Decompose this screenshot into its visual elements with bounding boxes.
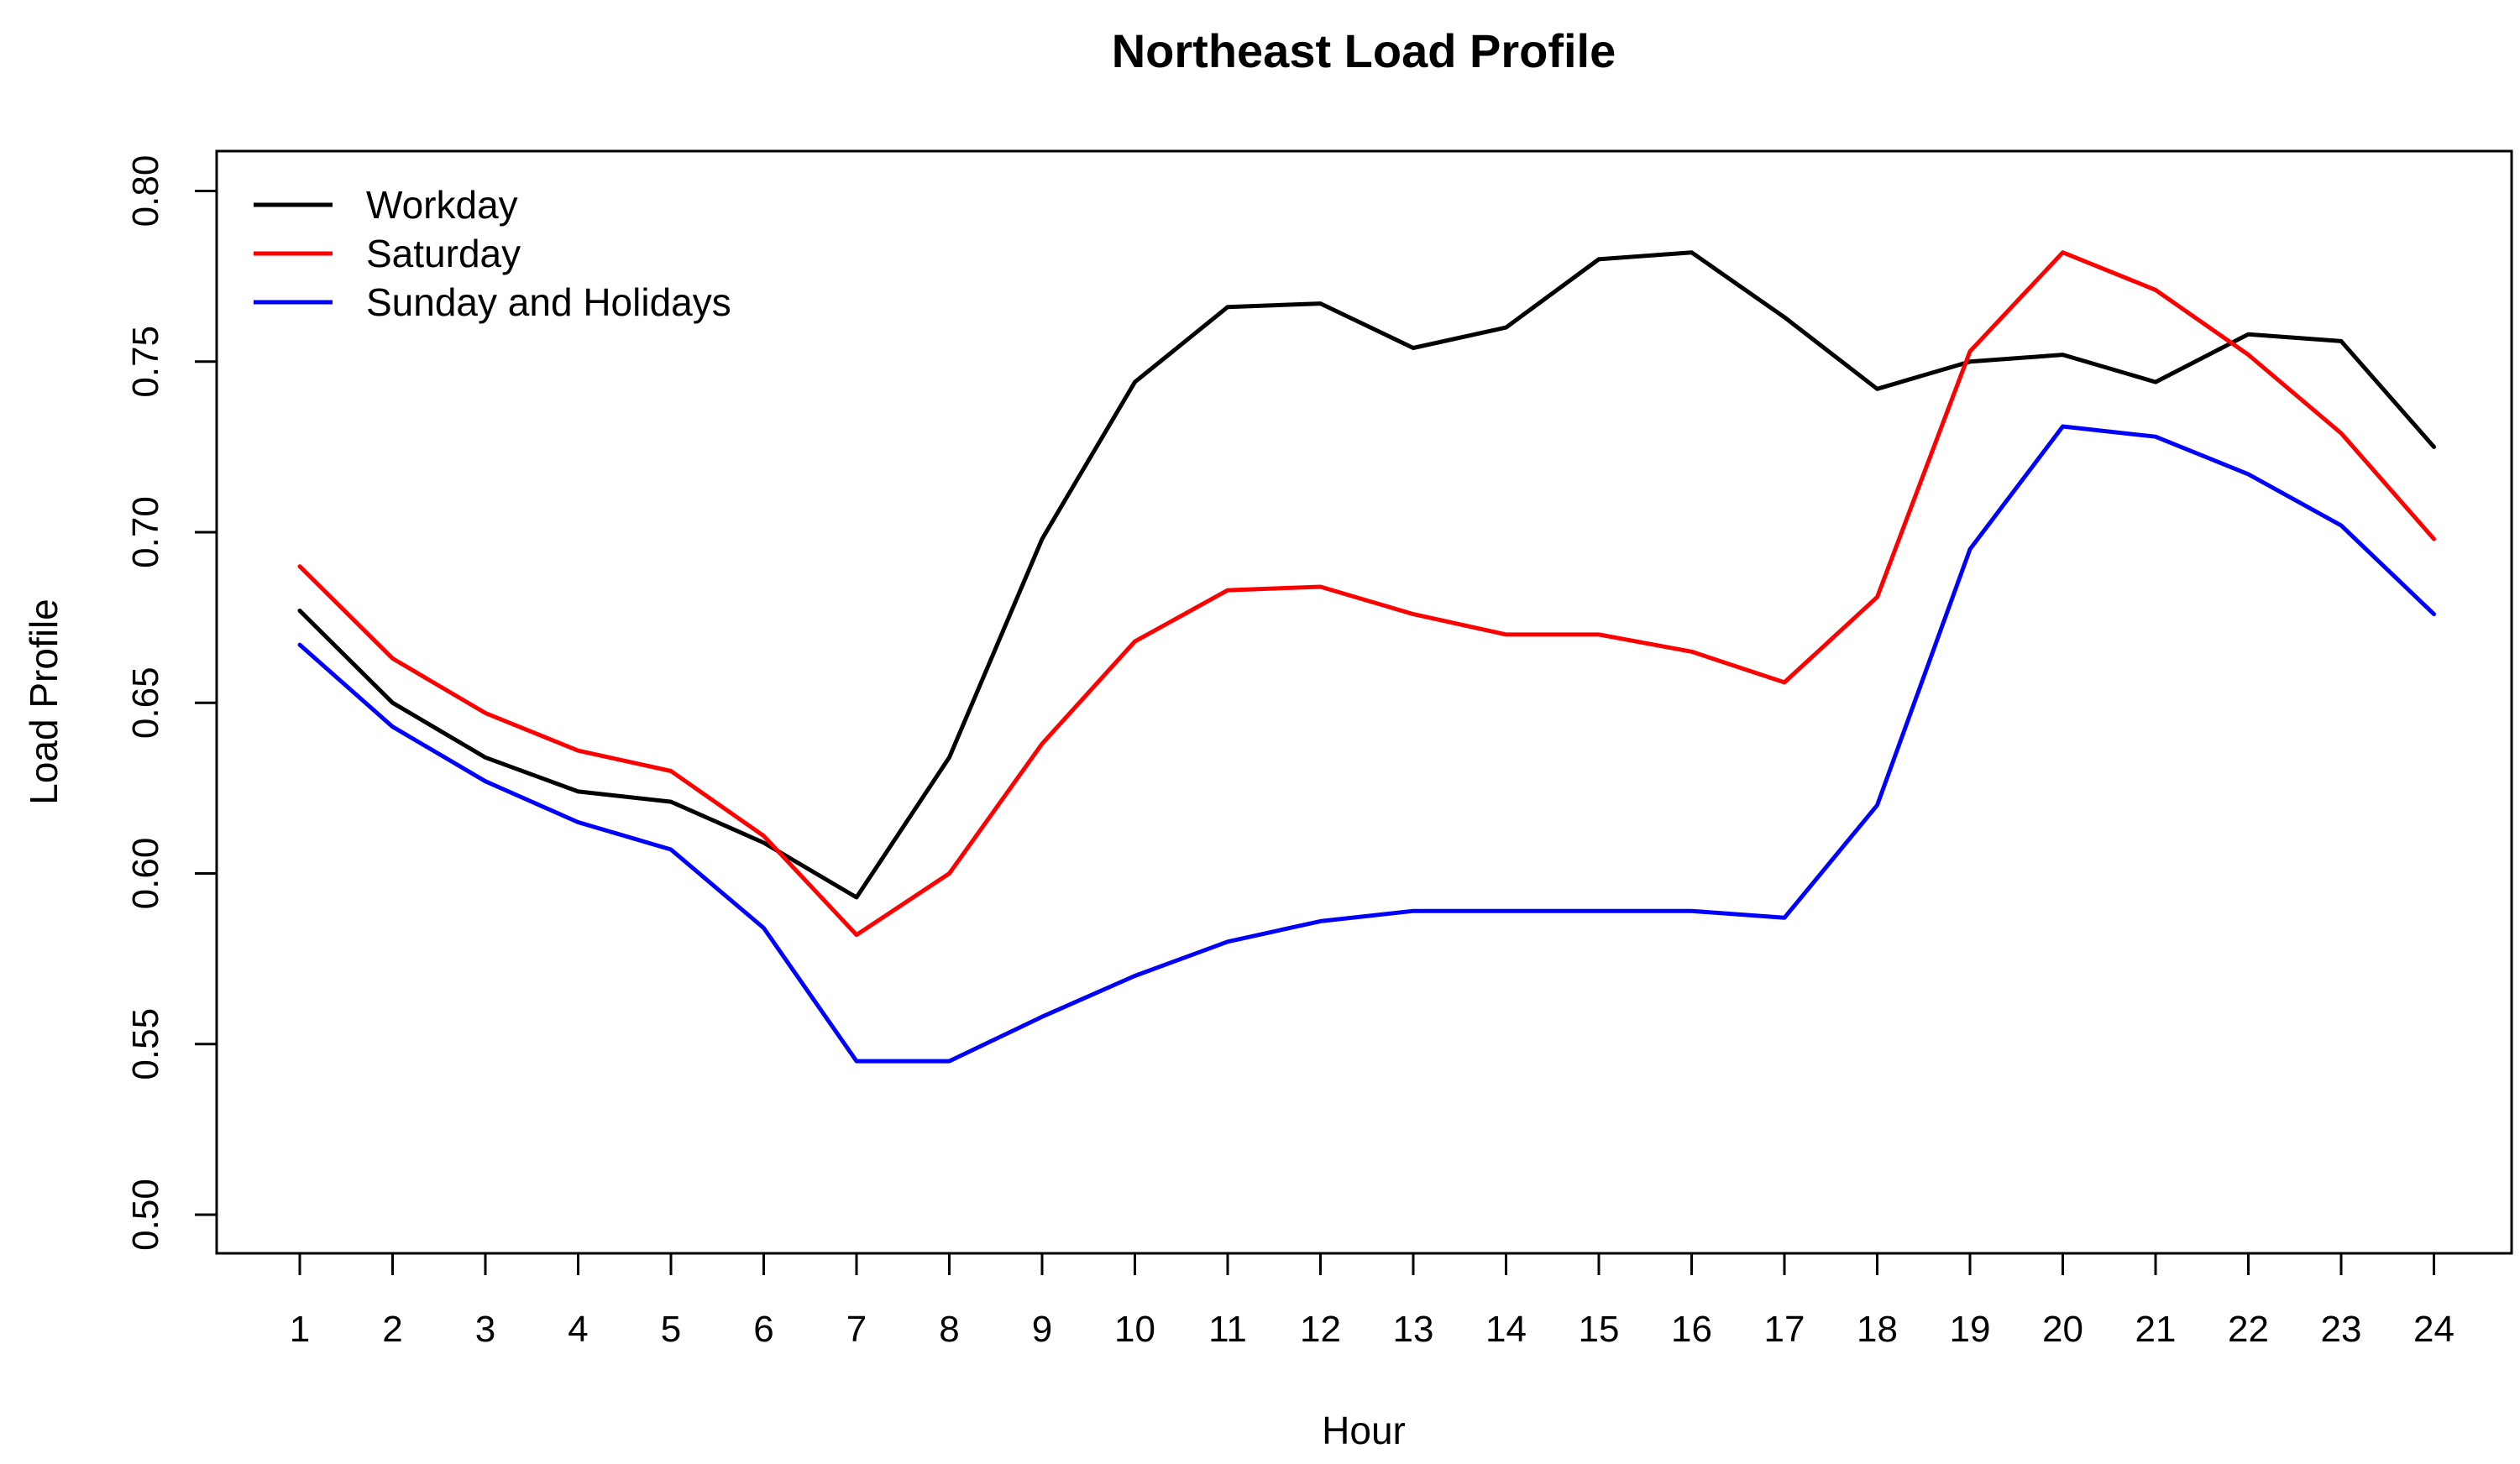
x-tick-label: 13 [1393, 1309, 1434, 1350]
x-tick-label: 19 [1950, 1309, 1991, 1350]
x-tick-label: 17 [1764, 1309, 1805, 1350]
x-tick-label: 21 [2135, 1309, 2177, 1350]
y-tick-label: 0.60 [125, 838, 166, 910]
legend-label-workday: Workday [366, 183, 518, 227]
x-tick-label: 1 [290, 1309, 310, 1350]
chart-title: Northeast Load Profile [1112, 24, 1616, 77]
x-tick-label: 22 [2228, 1309, 2269, 1350]
series-layer [297, 250, 2436, 1064]
x-tick-label: 6 [753, 1309, 773, 1350]
x-tick-label: 9 [1032, 1309, 1052, 1350]
x-tick-label: 3 [475, 1309, 495, 1350]
y-tick-label: 0.50 [125, 1179, 166, 1251]
x-tick-label: 23 [2321, 1309, 2362, 1350]
x-tick-label: 24 [2413, 1309, 2455, 1350]
x-axis: 1 2 3 4 5 6 7 8 9 10 11 12 13 14 15 16 17 18 19 20 21 22 23 24 [290, 1253, 2455, 1350]
legend-label-saturday: Saturday [366, 232, 521, 275]
x-tick-label: 18 [1857, 1309, 1898, 1350]
x-tick-label: 20 [2042, 1309, 2083, 1350]
series-line-workday [297, 250, 2436, 900]
x-tick-label: 2 [382, 1309, 402, 1350]
x-axis-label: Hour [1322, 1409, 1406, 1452]
y-tick-label: 0.65 [125, 667, 166, 739]
x-tick-label: 12 [1300, 1309, 1341, 1350]
x-tick-label: 15 [1579, 1309, 1620, 1350]
legend-label-sunday-and-holidays: Sunday and Holidays [366, 280, 731, 324]
x-tick-label: 11 [1208, 1309, 1247, 1350]
y-tick-label: 0.75 [125, 326, 166, 398]
x-tick-label: 7 [846, 1309, 867, 1350]
y-axis-label: Load Profile [22, 599, 65, 805]
y-tick-label: 0.70 [125, 496, 166, 568]
x-tick-label: 5 [661, 1309, 681, 1350]
x-tick-label: 8 [939, 1309, 959, 1350]
y-tick-label: 0.55 [125, 1008, 166, 1080]
y-axis: 0.50 0.55 0.60 0.65 0.70 0.75 0.80 [125, 155, 217, 1251]
series-line-saturday [297, 250, 2436, 938]
series-line-sunday-and-holidays [297, 424, 2436, 1064]
x-tick-label: 16 [1671, 1309, 1712, 1350]
x-tick-label: 4 [568, 1309, 588, 1350]
x-tick-label: 10 [1114, 1309, 1155, 1350]
x-tick-label: 14 [1485, 1309, 1527, 1350]
legend: Workday Saturday Sunday and Holidays [254, 183, 731, 324]
y-tick-label: 0.80 [125, 155, 166, 227]
